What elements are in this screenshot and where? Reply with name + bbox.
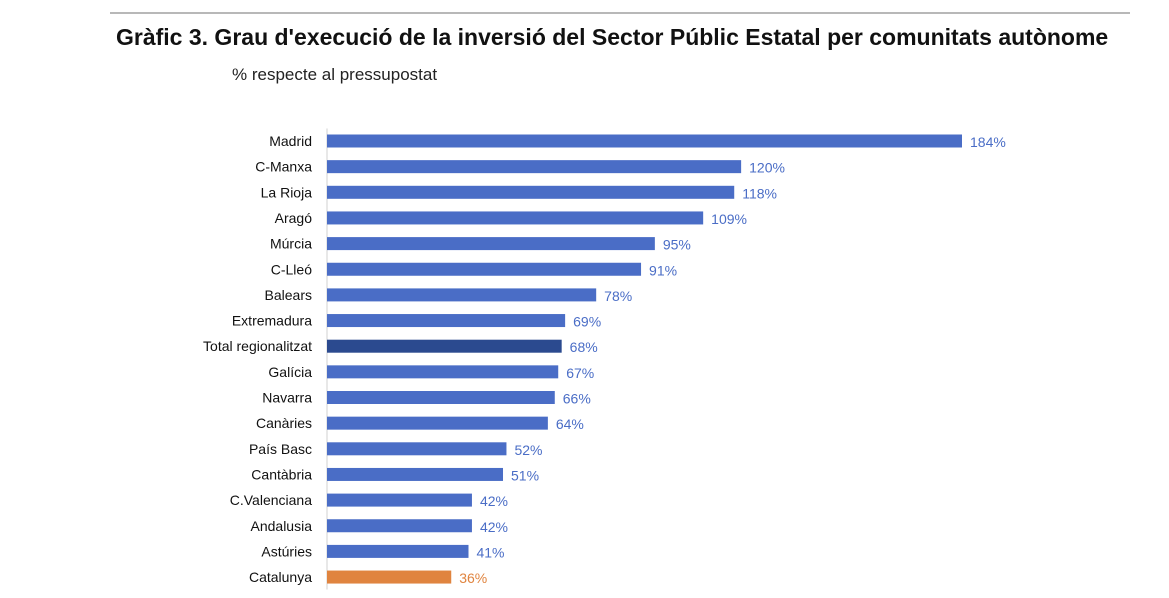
category-label: Balears [265,287,312,303]
bar [327,185,735,199]
bar [327,493,472,507]
bar-group: Balears 78% [265,287,633,304]
category-label: Andalusia [251,518,313,534]
bar [327,211,704,225]
category-label: Cantàbria [251,466,312,482]
bar-group: País Basc 52% [249,441,543,458]
value-label: 42% [480,493,508,509]
value-label: 95% [663,237,691,253]
value-label: 118% [742,185,777,201]
bar [327,365,559,379]
value-label: 91% [649,262,677,278]
bar [327,519,472,533]
value-label: 109% [711,211,747,227]
bar-group: Madrid 184% [269,133,1006,150]
bar [327,288,597,302]
category-label: Catalunya [249,569,312,585]
value-label: 36% [459,570,487,586]
category-label: C-Lleó [271,261,312,277]
bar [327,442,507,456]
bar [327,544,469,558]
bar-group: C-Lleó 91% [271,261,677,278]
bar-group: Extremadura 69% [232,313,601,330]
bar [327,416,548,430]
bar-group: C-Manxa 120% [255,159,785,176]
chart-subtitle: % respecte al pressupostat [232,65,438,84]
value-label: 42% [480,519,508,535]
bar [327,134,962,148]
category-label: Múrcia [270,236,312,252]
bar [327,160,742,174]
category-label: C-Manxa [255,159,312,175]
category-label: C.Valenciana [230,492,312,508]
bar [327,237,655,251]
category-label: Canàries [256,415,312,431]
value-label: 41% [476,544,504,560]
category-label: Navarra [262,390,312,406]
value-label: 66% [563,391,591,407]
value-label: 184% [970,134,1006,150]
bar [327,314,566,328]
top-rule [110,12,1130,14]
bar [327,570,452,584]
category-label: Aragó [275,210,313,226]
bar-group: Total regionalitzat 68% [203,338,598,355]
category-label: Astúries [261,543,312,559]
value-label: 78% [604,288,632,304]
bar-group: Catalunya 36% [249,569,487,586]
category-label: Total regionalitzat [203,338,312,354]
value-label: 68% [570,339,598,355]
category-label: Extremadura [232,313,312,329]
chart-title: Gràfic 3. Grau d'execució de la inversió… [116,24,1109,50]
category-label: Galícia [268,364,312,380]
bar [327,467,504,481]
bar-group: Astúries 41% [261,543,504,560]
bar-group: Canàries 64% [256,415,584,432]
bar-group: Navarra 66% [262,390,591,407]
value-label: 67% [566,365,594,381]
bar-group: Múrcia 95% [270,236,691,253]
bar [327,339,562,353]
bar-group: La Rioja 118% [261,184,777,201]
bar-group: Andalusia 42% [251,518,508,535]
value-label: 69% [573,314,601,330]
category-label: Madrid [269,133,312,149]
bar-group: C.Valenciana 42% [230,492,508,509]
bar [327,262,642,276]
value-label: 52% [514,442,542,458]
category-label: La Rioja [261,184,313,200]
value-label: 120% [749,160,785,176]
bar-group: Aragó 109% [275,210,747,227]
bar-group: Cantàbria 51% [251,466,539,483]
category-label: País Basc [249,441,312,457]
value-label: 51% [511,467,539,483]
bar-group: Galícia 67% [268,364,594,381]
bar [327,391,555,404]
value-label: 64% [556,416,584,432]
